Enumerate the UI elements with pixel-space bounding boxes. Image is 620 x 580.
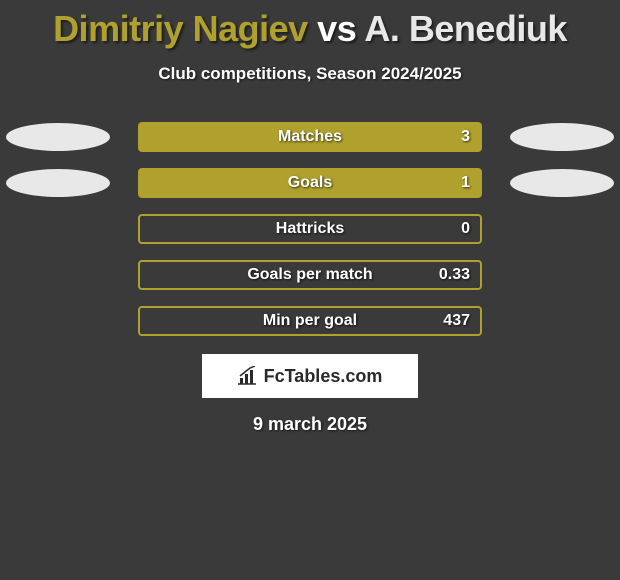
stat-label: Hattricks xyxy=(276,220,344,238)
player2-name: A. Benediuk xyxy=(364,8,567,49)
stat-row: Min per goal 437 xyxy=(0,306,620,336)
player1-marker xyxy=(6,169,110,197)
player1-marker xyxy=(6,123,110,151)
stat-label: Min per goal xyxy=(263,312,357,330)
logo-box: FcTables.com xyxy=(202,354,418,398)
stat-row: Goals 1 xyxy=(0,168,620,198)
vs-separator: vs xyxy=(317,8,356,49)
player2-marker xyxy=(510,123,614,151)
stat-label: Goals xyxy=(288,174,332,192)
comparison-title: Dimitriy Nagiev vs A. Benediuk xyxy=(0,0,620,50)
stat-bar: Matches 3 xyxy=(138,122,482,152)
stat-value: 3 xyxy=(461,128,470,146)
stat-row: Hattricks 0 xyxy=(0,214,620,244)
stat-value: 0.33 xyxy=(439,266,470,284)
stat-bar: Min per goal 437 xyxy=(138,306,482,336)
stat-value: 1 xyxy=(461,174,470,192)
stat-value: 437 xyxy=(443,312,470,330)
logo-content: FcTables.com xyxy=(238,366,383,387)
stat-bar: Hattricks 0 xyxy=(138,214,482,244)
stats-container: Matches 3 Goals 1 Hattricks 0 Goals per match 0… xyxy=(0,122,620,336)
stat-label: Goals per match xyxy=(247,266,372,284)
stat-bar: Goals 1 xyxy=(138,168,482,198)
stat-value: 0 xyxy=(461,220,470,238)
chart-icon xyxy=(238,366,260,386)
player2-marker xyxy=(510,169,614,197)
stat-bar: Goals per match 0.33 xyxy=(138,260,482,290)
subtitle: Club competitions, Season 2024/2025 xyxy=(0,64,620,84)
stat-row: Matches 3 xyxy=(0,122,620,152)
stat-row: Goals per match 0.33 xyxy=(0,260,620,290)
player1-name: Dimitriy Nagiev xyxy=(53,8,308,49)
logo-text: FcTables.com xyxy=(264,366,383,387)
date-label: 9 march 2025 xyxy=(0,414,620,435)
stat-label: Matches xyxy=(278,128,342,146)
